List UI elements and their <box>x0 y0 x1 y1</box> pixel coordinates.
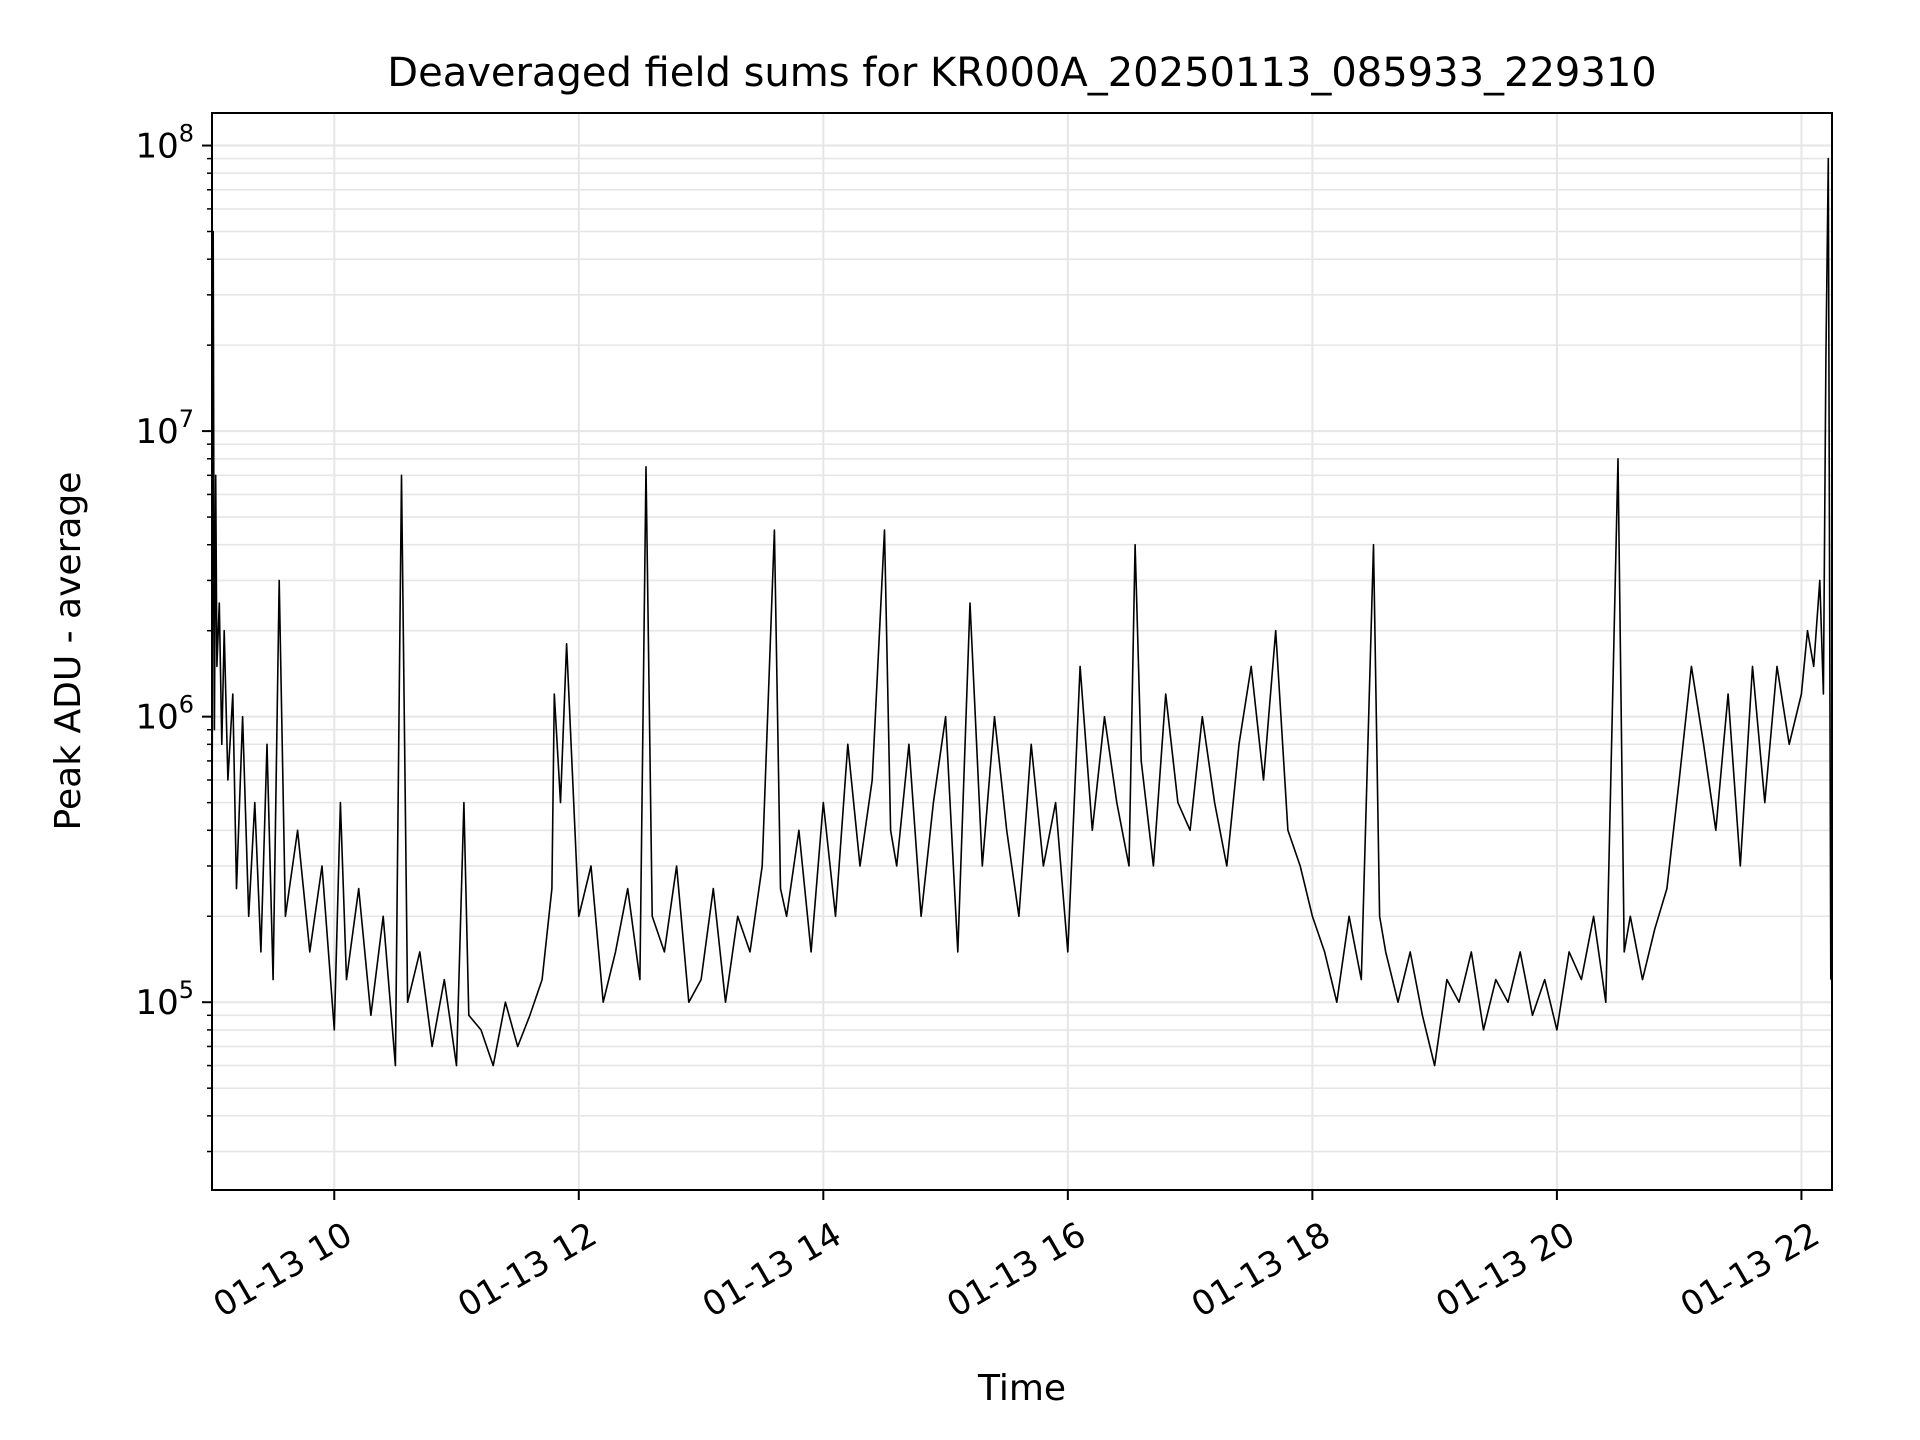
grid <box>212 113 1832 1190</box>
y-tick-label: 105 <box>135 976 194 1023</box>
chart-title: Deaveraged field sums for KR000A_2025011… <box>387 50 1656 96</box>
y-tick-label: 107 <box>135 405 194 452</box>
y-tick-label: 106 <box>135 691 194 738</box>
y-tick-label: 108 <box>135 120 194 167</box>
y-axis-label: Peak ADU - average <box>48 472 89 831</box>
series-layer <box>211 157 1832 1067</box>
series-line <box>211 157 1832 1067</box>
plot-frame <box>211 112 1833 1191</box>
x-axis-label: Time <box>977 1368 1066 1409</box>
